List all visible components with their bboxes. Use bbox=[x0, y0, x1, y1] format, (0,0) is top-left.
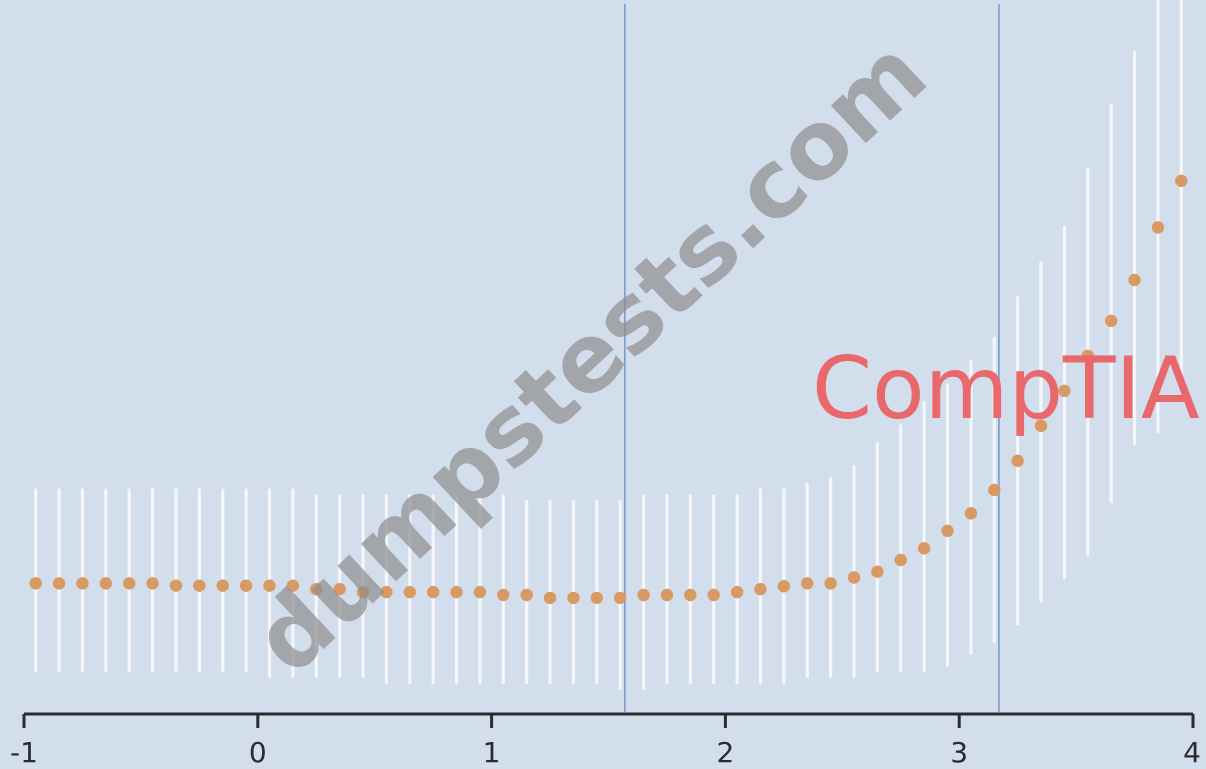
data-point bbox=[403, 585, 416, 599]
data-point bbox=[239, 579, 253, 592]
data-point bbox=[801, 577, 814, 590]
data-point bbox=[684, 588, 697, 602]
data-point bbox=[333, 582, 346, 596]
data-point bbox=[52, 577, 66, 590]
data-point bbox=[824, 577, 837, 590]
data-point bbox=[1081, 349, 1094, 363]
data-points bbox=[29, 174, 1188, 605]
data-point bbox=[964, 507, 978, 520]
data-point bbox=[1104, 314, 1118, 328]
data-point bbox=[520, 588, 533, 602]
data-point bbox=[193, 579, 206, 592]
data-point bbox=[1034, 419, 1048, 433]
x-tick-label: 1 bbox=[483, 736, 501, 769]
data-point bbox=[590, 591, 604, 605]
data-point bbox=[613, 591, 627, 605]
data-point bbox=[123, 577, 136, 590]
data-point bbox=[988, 483, 1001, 497]
data-point bbox=[450, 585, 463, 599]
data-point bbox=[99, 577, 113, 590]
data-point bbox=[941, 524, 954, 538]
data-point bbox=[1151, 221, 1165, 234]
data-point bbox=[216, 579, 229, 592]
data-point bbox=[497, 588, 510, 602]
data-point bbox=[356, 585, 370, 599]
comptia-logo: CompTIA bbox=[812, 339, 1200, 439]
data-point bbox=[543, 591, 557, 605]
data-point bbox=[754, 582, 767, 596]
data-point bbox=[777, 580, 791, 593]
data-point bbox=[730, 585, 744, 599]
data-point bbox=[310, 582, 323, 596]
x-tick-label: 3 bbox=[950, 736, 968, 769]
data-point bbox=[263, 579, 276, 592]
x-tick-label: 4 bbox=[1183, 736, 1201, 769]
data-point bbox=[567, 591, 580, 605]
data-point bbox=[1175, 174, 1188, 188]
data-point bbox=[1058, 384, 1071, 398]
x-tick-label: 0 bbox=[249, 736, 267, 769]
data-point bbox=[637, 588, 650, 602]
data-point bbox=[871, 565, 884, 578]
x-tick-label: 2 bbox=[716, 736, 734, 769]
data-point bbox=[169, 579, 183, 592]
data-point bbox=[894, 553, 907, 567]
data-point bbox=[707, 588, 720, 602]
data-point bbox=[660, 588, 674, 602]
x-tick-label: -1 bbox=[10, 736, 38, 769]
data-point bbox=[286, 579, 300, 592]
data-point bbox=[29, 577, 42, 590]
data-point bbox=[917, 542, 931, 555]
data-point bbox=[847, 571, 861, 584]
data-point bbox=[1011, 454, 1024, 468]
data-point bbox=[1128, 273, 1141, 287]
data-point bbox=[426, 585, 440, 599]
data-point bbox=[380, 585, 393, 599]
x-axis: -1 0 1 2 3 4 bbox=[10, 712, 1201, 769]
data-point bbox=[146, 577, 159, 590]
data-point bbox=[76, 577, 89, 590]
data-point bbox=[473, 585, 487, 599]
